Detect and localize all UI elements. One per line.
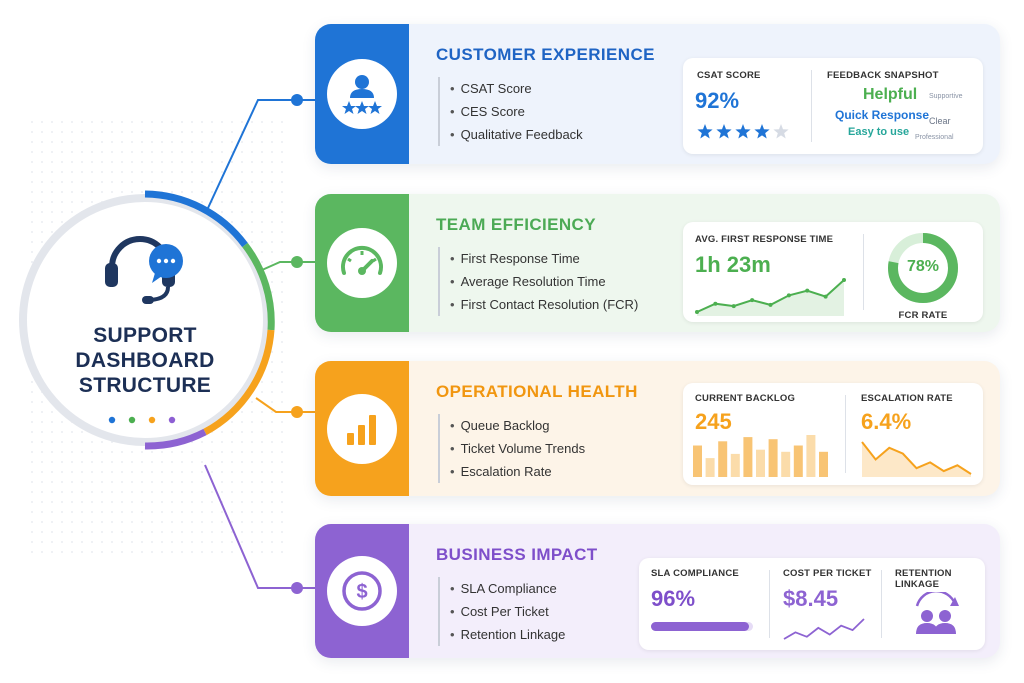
escalation-value: 6.4% [861, 409, 912, 434]
star [754, 124, 770, 139]
fcr-donut [888, 233, 958, 303]
feedback-word: Professional [915, 134, 954, 141]
hub-ring [19, 190, 275, 450]
feedback-label: FEEDBACK SNAPSHOT [827, 70, 939, 81]
sla-progress-fill [651, 622, 749, 631]
frt-value: 1h 23m [695, 252, 771, 277]
csat-label: CSAT SCORE [697, 70, 761, 81]
star [697, 124, 713, 139]
backlog-bar [718, 441, 728, 477]
sla-label: SLA COMPLIANCE [651, 568, 739, 579]
metrics-panel: CURRENT BACKLOG 245 ESCALATION RATE 6.4% [683, 383, 983, 485]
backlog-bar [743, 437, 753, 477]
hub-title: SUPPORT DASHBOARD STRUCTURE [28, 323, 262, 398]
feedback-word: Clear [929, 116, 951, 126]
trend-point [731, 304, 736, 309]
backlog-bar [781, 451, 791, 477]
metrics-panel: CSAT SCORE 92% FEEDBACK SNAPSHOT Helpful… [683, 58, 983, 154]
backlog-value: 245 [695, 409, 732, 434]
hub-title-line-3: STRUCTURE [78, 374, 212, 397]
escalation-label: ESCALATION RATE [861, 393, 953, 404]
cost-value: $8.45 [783, 586, 839, 611]
cost-label: COST PER TICKET [783, 568, 872, 579]
feedback-word: Supportive [929, 93, 963, 100]
star [716, 124, 732, 139]
card-title: OPERATIONAL HEALTH [436, 382, 638, 401]
trend-point [768, 302, 773, 307]
card-operational-health: OPERATIONAL HEALTH Queue Backlog Ticket … [315, 361, 1000, 496]
sla-value: 96% [651, 586, 696, 611]
csat-value: 92% [695, 88, 740, 113]
escalation-trend-chart [861, 441, 972, 477]
card-title: BUSINESS IMPACT [436, 545, 598, 564]
trend-point [750, 298, 755, 303]
cost-trend-chart [783, 618, 865, 640]
list-item: CSAT Score [450, 77, 583, 100]
feedback-word: Easy to use [848, 126, 910, 138]
star-rating [697, 124, 789, 139]
list-item: Cost Per Ticket [450, 600, 565, 623]
backlog-bar [806, 435, 816, 477]
list-item: CES Score [450, 100, 583, 123]
connector-team-efficiency [261, 261, 315, 271]
frt-trend-chart [695, 278, 846, 316]
list-item: Retention Linkage [450, 623, 566, 646]
list-item: Qualitative Feedback [450, 123, 583, 146]
user-star-icon [327, 59, 397, 129]
hub-title-line-1: SUPPORT [93, 324, 197, 347]
trend-point [695, 310, 699, 314]
list-item: First Contact Resolution (FCR) [450, 293, 639, 316]
star [735, 124, 751, 139]
metric-list: CSAT Score CES Score Qualitative Feedbac… [438, 77, 583, 146]
bar-chart-icon [327, 393, 397, 464]
metrics-panel: AVG. FIRST RESPONSE TIME 1h 23m 78% FCR … [683, 222, 983, 322]
trend-point [823, 294, 828, 299]
svg-text:$: $ [356, 581, 367, 603]
list-item: First Response Time [450, 247, 638, 270]
headset-chat-icon [105, 236, 183, 304]
metric-list: Queue Backlog Ticket Volume Trends Escal… [438, 414, 585, 483]
star [773, 124, 789, 139]
backlog-bar-chart [693, 435, 828, 477]
backlog-label: CURRENT BACKLOG [695, 393, 796, 404]
backlog-bar [819, 451, 828, 477]
card-title: CUSTOMER EXPERIENCE [436, 45, 655, 64]
backlog-bar [693, 445, 702, 477]
hub: SUPPORT DASHBOARD STRUCTURE [28, 185, 262, 455]
backlog-bar [793, 445, 803, 477]
fcr-label: FCR RATE [898, 310, 948, 321]
backlog-bar [768, 439, 778, 477]
frt-label: AVG. FIRST RESPONSE TIME [695, 234, 834, 245]
list-item: Queue Backlog [450, 414, 585, 437]
card-business-impact: $ BUSINESS IMPACT SLA Compliance Cost Pe… [315, 524, 1000, 658]
trend-point [842, 278, 846, 282]
dollar-icon: $ [327, 556, 397, 626]
backlog-bar [730, 453, 740, 477]
sla-progress-track [651, 622, 753, 631]
list-item: Average Resolution Time [450, 270, 638, 293]
metrics-panel: SLA COMPLIANCE 96% COST PER TICKET $8.45… [639, 558, 985, 650]
trend-point [786, 293, 791, 298]
hub-title-line-2: DASHBOARD [75, 349, 215, 372]
hub-color-dots [108, 416, 176, 424]
connector-lines [204, 94, 315, 594]
metric-list: First Response Time Average Resolution T… [438, 247, 638, 316]
metric-list: SLA Compliance Cost Per Ticket Retention… [438, 577, 565, 646]
list-item: SLA Compliance [450, 577, 565, 600]
retention-label: RETENTION LINKAGE [895, 568, 952, 590]
fcr-value: 78% [906, 258, 940, 275]
trend-point [713, 301, 718, 306]
list-item: Escalation Rate [450, 460, 585, 483]
speedometer-icon [327, 228, 397, 298]
backlog-bar [756, 449, 765, 477]
feedback-word: Quick Response [835, 108, 930, 122]
retention-users-icon [915, 592, 959, 634]
backlog-bar [705, 458, 715, 477]
card-customer-experience: CUSTOMER EXPERIENCE CSAT Score CES Score… [315, 24, 1000, 164]
card-title: TEAM EFFICIENCY [436, 215, 596, 234]
feedback-word: Helpful [863, 86, 918, 103]
list-item: Ticket Volume Trends [450, 437, 586, 460]
card-team-efficiency: TEAM EFFICIENCY First Response Time Aver… [315, 194, 1000, 332]
trend-point [805, 288, 810, 293]
